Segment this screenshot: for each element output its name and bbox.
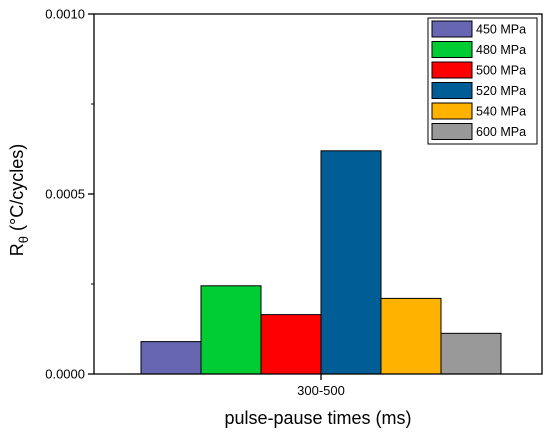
y-axis-title: Rθ (°C/cycles) [7,144,31,256]
y-axis-title-main: R [7,243,27,256]
x-axis: 300-500 [297,374,345,398]
legend: 450 MPa 480 MPa 500 MPa 520 MPa 540 MPa 600 M… [427,17,538,145]
bars-group [140,150,502,375]
y-tick-label: 0.0010 [45,7,85,22]
legend-swatch [431,123,473,140]
legend-swatch [431,20,473,38]
legend-label: 540 MPa [476,105,526,119]
y-tick-label: 0.0000 [45,367,85,382]
legend-label: 600 MPa [476,125,526,139]
bar-500-mpa [260,314,322,375]
bar-600-mpa [440,332,502,375]
x-axis-title: pulse-pause times (ms) [224,408,411,428]
y-axis-title-unit: (°C/cycles) [7,144,27,236]
legend-label: 520 MPa [476,84,526,98]
bar-520-mpa [320,150,382,375]
x-tick-label: 300-500 [297,383,345,398]
legend-swatch [431,61,473,79]
legend-label: 450 MPa [476,23,526,37]
bar-540-mpa [380,297,442,375]
legend-label: 480 MPa [476,43,526,57]
bar-480-mpa [200,285,262,375]
legend-swatch [431,82,473,99]
bar-450-mpa [140,341,202,375]
legend-swatch [431,41,473,58]
y-tick-label: 0.0005 [45,187,85,202]
y-axis: 0.0000 0.0005 0.0010 [45,7,94,382]
legend-swatch [431,102,473,120]
y-axis-title-subscript: θ [16,236,31,243]
legend-label: 500 MPa [476,64,526,78]
